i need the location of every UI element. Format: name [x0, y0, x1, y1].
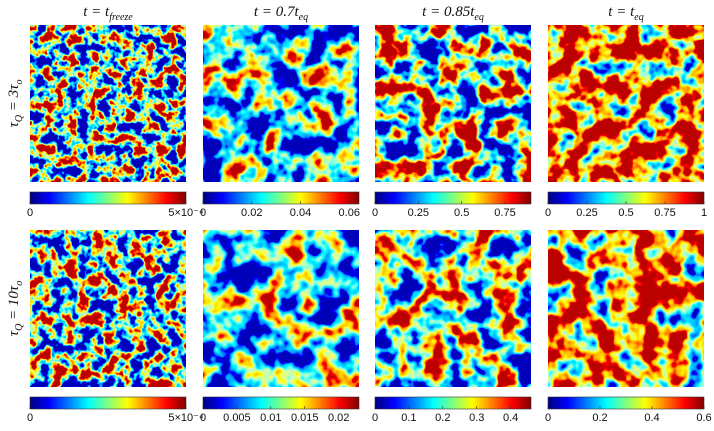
colorbar	[374, 396, 532, 410]
tick-label: 0.25	[576, 207, 597, 219]
tick-label: 0.2	[435, 412, 450, 424]
colorbar	[202, 191, 360, 205]
tick-label: 0	[372, 207, 378, 219]
tick-label: 0.015	[291, 412, 319, 424]
heatmap	[375, 25, 531, 182]
tick-label: 0.3	[469, 412, 484, 424]
tick-label: 0.06	[339, 207, 360, 219]
heatmap	[548, 230, 704, 387]
colorbar	[202, 396, 360, 410]
heatmap	[203, 230, 359, 387]
colorbar	[547, 396, 705, 410]
tick-label: 0.6	[696, 412, 711, 424]
tick-label: 0	[545, 207, 551, 219]
heatmap	[548, 25, 704, 182]
column-title: t = 0.85teq	[422, 4, 484, 23]
heatmap	[203, 25, 359, 182]
row-label: τQ = 3τo	[6, 79, 25, 127]
tick-label: 0.75	[494, 207, 515, 219]
heatmap	[375, 230, 531, 387]
tick-label: 0.5	[454, 207, 469, 219]
tick-label: 0	[200, 412, 206, 424]
colorbar	[29, 191, 187, 205]
colorbar	[374, 191, 532, 205]
tick-label: 0	[27, 412, 33, 424]
tick-label: 0.2	[592, 412, 607, 424]
tick-label: 0	[200, 207, 206, 219]
heatmap	[30, 25, 186, 182]
tick-label: 0.1	[401, 412, 416, 424]
tick-label: 0.5	[618, 207, 633, 219]
column-title: t = teq	[608, 4, 643, 23]
tick-label: 0.25	[408, 207, 429, 219]
colorbar	[29, 396, 187, 410]
tick-label: 0.01	[260, 412, 281, 424]
column-title: t = 0.7teq	[254, 4, 308, 23]
tick-label: 0.005	[223, 412, 251, 424]
tick-label: 0.04	[290, 207, 311, 219]
tick-label: 5×10⁻⁴	[168, 207, 204, 219]
row-label: τQ = 10τo	[6, 281, 25, 337]
tick-label: 0.4	[503, 412, 518, 424]
tick-label: 0	[545, 412, 551, 424]
column-title: t = tfreeze	[83, 4, 133, 23]
tick-label: 0.02	[241, 207, 262, 219]
tick-label: 1	[701, 207, 707, 219]
tick-label: 0	[27, 207, 33, 219]
tick-label: 0.75	[654, 207, 675, 219]
tick-label: 0.4	[644, 412, 659, 424]
tick-label: 0.02	[328, 412, 349, 424]
tick-label: 5×10⁻⁴	[168, 412, 204, 424]
tick-label: 0	[372, 412, 378, 424]
heatmap	[30, 230, 186, 387]
